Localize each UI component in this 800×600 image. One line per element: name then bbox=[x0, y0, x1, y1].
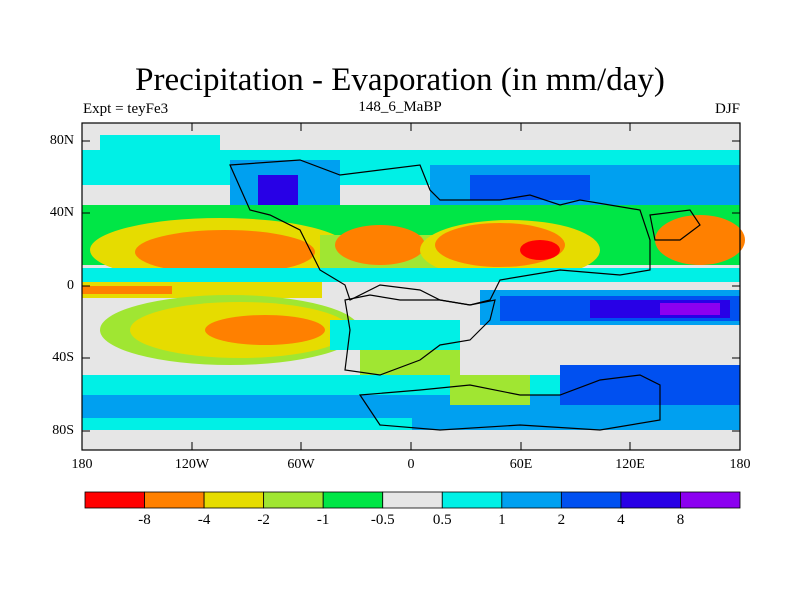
colorbar-swatch bbox=[501, 491, 562, 509]
lat-label-40n: 40N bbox=[49, 205, 74, 220]
arctic-cyan bbox=[100, 135, 220, 150]
lat-label-40s: 40S bbox=[52, 350, 74, 365]
lon-label-0: 0 bbox=[407, 457, 415, 472]
lon-label-180e: 180 bbox=[729, 457, 751, 472]
spac-orange bbox=[205, 315, 325, 345]
antarctic-outline bbox=[358, 374, 661, 431]
axis-ticks bbox=[81, 123, 741, 450]
colorbar-label: -0.5 bbox=[370, 512, 395, 528]
nh-darkblue-patch bbox=[470, 175, 590, 200]
colorbar-label: 8 bbox=[676, 512, 685, 528]
colorbar-swatch bbox=[441, 491, 503, 509]
colorbar-label: 4 bbox=[617, 512, 625, 528]
asia-red bbox=[520, 240, 560, 260]
sio-green bbox=[450, 375, 530, 405]
eq-cyan-band bbox=[82, 268, 740, 282]
wpac-orange bbox=[655, 215, 745, 265]
lon-label-60e: 60E bbox=[509, 457, 533, 472]
colorbar-swatch bbox=[322, 491, 384, 509]
season-label: DJF bbox=[714, 101, 740, 117]
satl-cyan bbox=[330, 320, 460, 350]
npac-orange bbox=[135, 230, 315, 274]
colorbar-swatch bbox=[620, 491, 681, 509]
age-label: 148_6_MaBP bbox=[358, 99, 442, 115]
na-dark-patch bbox=[258, 175, 298, 210]
sh-gray-bottom bbox=[82, 430, 740, 450]
colorbar-swatch bbox=[382, 491, 443, 509]
eq-purple bbox=[660, 303, 720, 315]
coastlines bbox=[229, 159, 701, 431]
lat-label-80s: 80S bbox=[52, 423, 74, 438]
lon-label-120e: 120E bbox=[615, 457, 645, 472]
colorbar bbox=[84, 491, 741, 509]
colorbar-swatch bbox=[680, 491, 741, 509]
experiment-label: Expt = teyFe3 bbox=[83, 101, 169, 117]
colorbar-label: -4 bbox=[197, 512, 211, 528]
plot-title: Precipitation - Evaporation (in mm/day) bbox=[135, 62, 665, 98]
colorbar-swatch bbox=[263, 491, 324, 509]
gondwana-outline bbox=[344, 294, 496, 376]
colorbar-label: 2 bbox=[557, 512, 566, 528]
colorbar-swatch bbox=[203, 491, 265, 509]
lat-label-80n: 80N bbox=[49, 133, 74, 148]
colorbar-label: -2 bbox=[257, 512, 270, 528]
colorbar-label: -8 bbox=[138, 512, 151, 528]
lon-label-60w: 60W bbox=[287, 457, 315, 472]
laurasia-outline bbox=[229, 159, 651, 306]
colorbar-swatch bbox=[84, 491, 145, 509]
colorbar-swatch bbox=[560, 491, 622, 509]
colorbar-label: -1 bbox=[316, 512, 330, 528]
sh-darkblue bbox=[560, 365, 740, 405]
lat-label-0: 0 bbox=[67, 278, 74, 293]
lon-label-120w: 120W bbox=[174, 457, 210, 472]
map-field bbox=[81, 122, 745, 451]
natl-orange bbox=[335, 225, 425, 265]
eq-orange-band bbox=[82, 286, 172, 294]
colorbar-label: 1 bbox=[498, 512, 506, 528]
lon-label-180w: 180 bbox=[71, 457, 93, 472]
wpac-island-outline bbox=[649, 209, 701, 241]
sh-cyan-low bbox=[82, 418, 412, 430]
colorbar-label: 0.5 bbox=[432, 512, 452, 528]
colorbar-swatch bbox=[144, 491, 205, 509]
